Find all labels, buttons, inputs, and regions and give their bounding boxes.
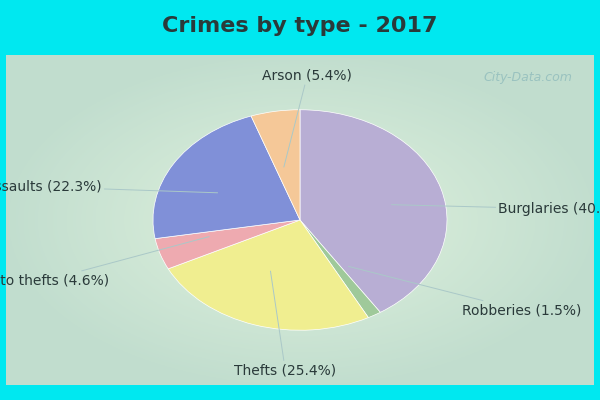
Wedge shape: [300, 110, 447, 312]
Wedge shape: [153, 116, 300, 239]
Text: Assaults (22.3%): Assaults (22.3%): [0, 180, 218, 194]
Text: Robberies (1.5%): Robberies (1.5%): [349, 266, 581, 318]
Text: Arson (5.4%): Arson (5.4%): [262, 68, 352, 167]
Text: Burglaries (40.8%): Burglaries (40.8%): [392, 202, 600, 216]
Text: Crimes by type - 2017: Crimes by type - 2017: [162, 16, 438, 36]
Text: City-Data.com: City-Data.com: [483, 71, 572, 84]
Wedge shape: [300, 220, 380, 318]
Wedge shape: [251, 110, 300, 220]
Wedge shape: [168, 220, 368, 330]
Text: Thefts (25.4%): Thefts (25.4%): [234, 271, 337, 377]
Wedge shape: [155, 220, 300, 269]
Text: Auto thefts (4.6%): Auto thefts (4.6%): [0, 237, 209, 288]
